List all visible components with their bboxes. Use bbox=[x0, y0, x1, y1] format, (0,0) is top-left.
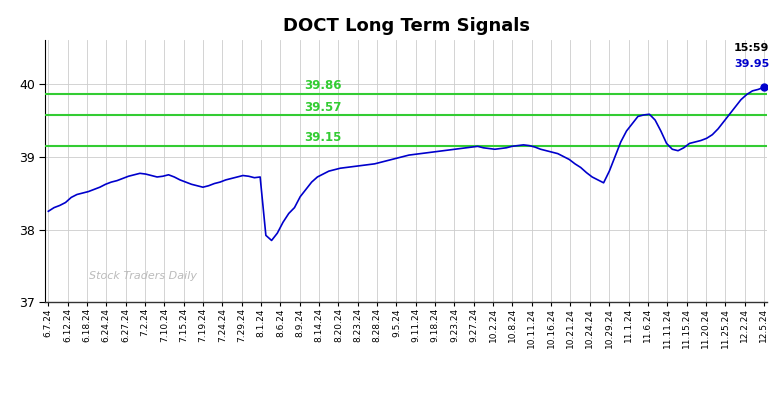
Text: 15:59: 15:59 bbox=[734, 43, 770, 53]
Title: DOCT Long Term Signals: DOCT Long Term Signals bbox=[282, 18, 530, 35]
Text: 39.57: 39.57 bbox=[304, 101, 342, 114]
Text: 39.86: 39.86 bbox=[304, 80, 342, 92]
Text: 39.15: 39.15 bbox=[304, 131, 342, 144]
Text: 39.95: 39.95 bbox=[735, 59, 770, 69]
Text: Stock Traders Daily: Stock Traders Daily bbox=[89, 271, 197, 281]
